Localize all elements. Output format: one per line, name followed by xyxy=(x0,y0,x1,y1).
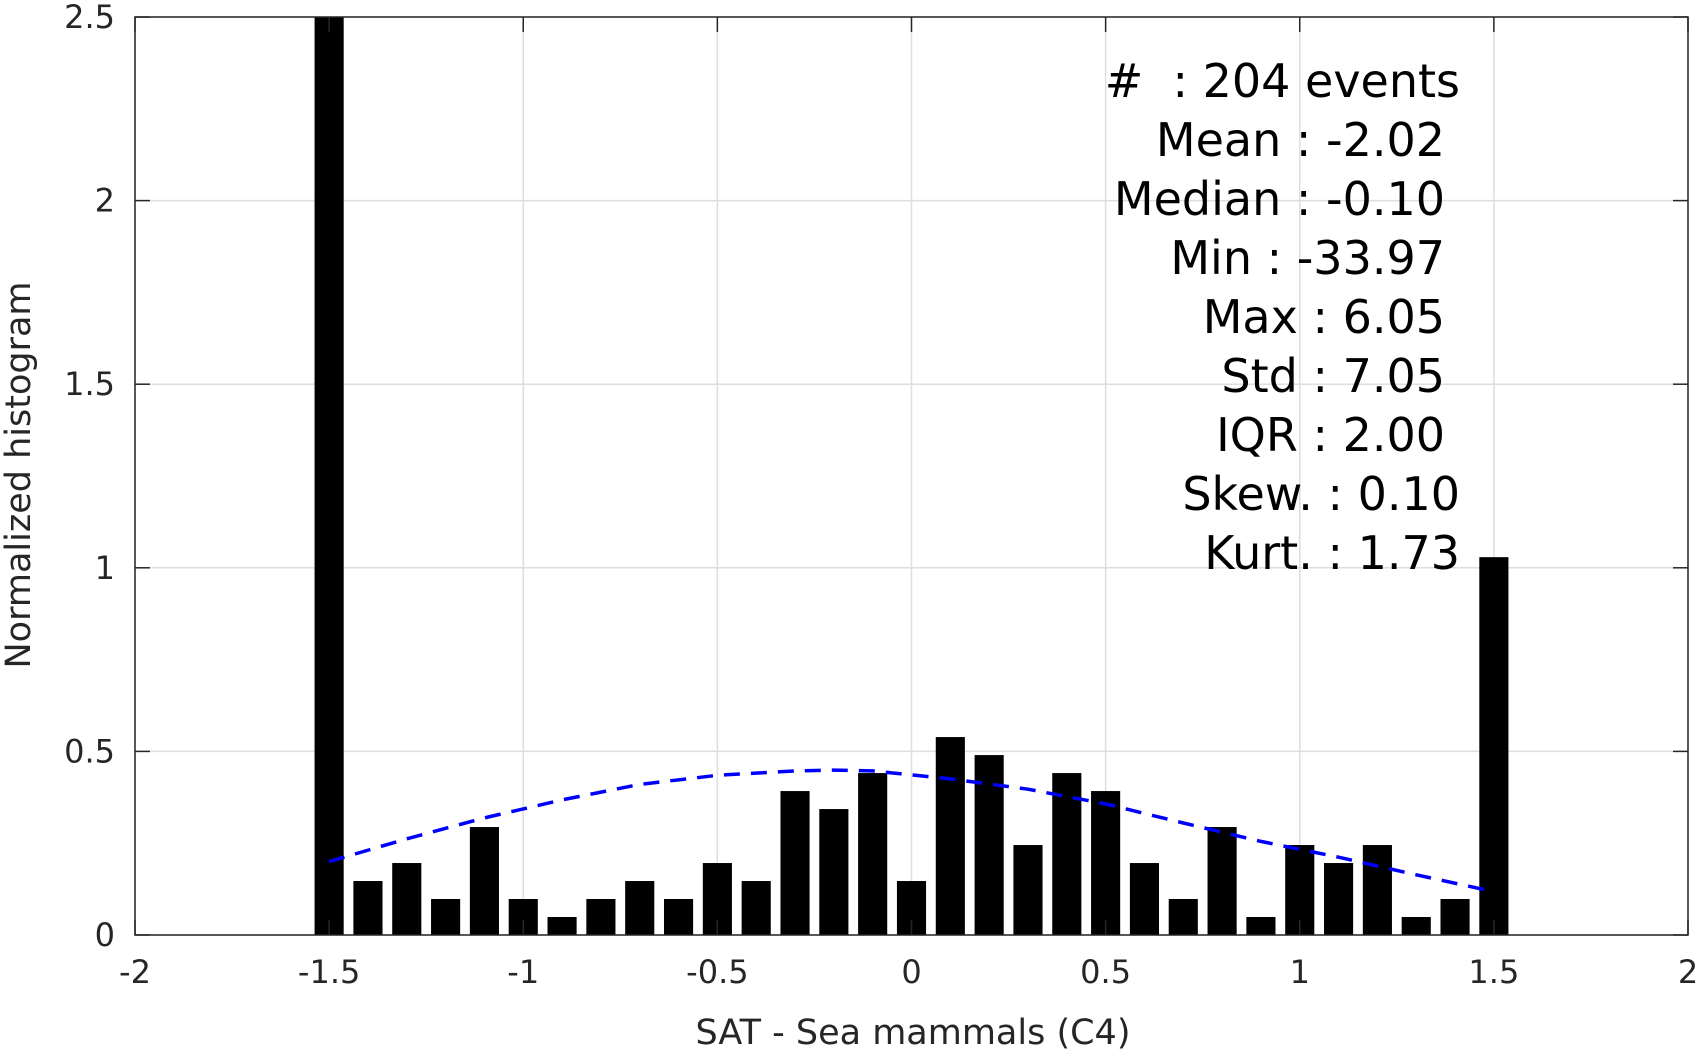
y-axis-label: Normalized histogram xyxy=(0,281,39,668)
histogram-bars xyxy=(314,17,1509,935)
stat-iqr: IQR : 2.00 xyxy=(1216,408,1445,462)
x-tick-label: 1 xyxy=(1290,953,1310,991)
histogram-bar xyxy=(1362,845,1392,935)
histogram-bar xyxy=(625,881,655,935)
histogram-bar xyxy=(1091,791,1121,935)
histogram-bar xyxy=(1246,917,1276,935)
stat-skew: Skew. : 0.10 xyxy=(1182,467,1460,521)
histogram-bar xyxy=(469,827,499,935)
histogram-bar xyxy=(1324,863,1354,935)
normal-fit-curve xyxy=(328,768,1495,894)
x-axis-ticks: -2 -1.5 -1 -0.5 0 0.5 1 1.5 2 xyxy=(119,17,1698,991)
histogram-bar xyxy=(1479,557,1509,935)
histogram-bar xyxy=(780,791,810,935)
stat-events: # : 204 events xyxy=(1104,54,1460,108)
stat-mean: Mean : -2.02 xyxy=(1155,113,1445,167)
x-tick-label: 0 xyxy=(901,953,921,991)
y-tick-label: 2 xyxy=(95,182,115,220)
x-axis-label: SAT - Sea mammals (C4) xyxy=(696,1013,1131,1053)
stat-min: Min : -33.97 xyxy=(1170,231,1445,285)
histogram-bar xyxy=(1207,827,1237,935)
y-tick-label: 1 xyxy=(95,549,115,587)
stat-std: Std : 7.05 xyxy=(1221,349,1445,403)
histogram-bar xyxy=(1440,899,1470,935)
histogram-bar xyxy=(353,881,383,935)
x-tick-label: -1.5 xyxy=(298,953,360,991)
histogram-bar xyxy=(663,899,694,935)
histogram-bar xyxy=(819,809,849,935)
y-tick-label: 0.5 xyxy=(64,732,115,770)
y-axis-ticks: 0 0.5 1 1.5 2 2.5 xyxy=(64,0,1688,954)
x-tick-label: -2 xyxy=(119,953,151,991)
y-tick-label: 1.5 xyxy=(64,365,115,403)
x-tick-label: 2 xyxy=(1678,953,1698,991)
histogram-bar xyxy=(586,899,616,935)
stat-median: Median : -0.10 xyxy=(1113,172,1445,226)
y-tick-label: 0 xyxy=(95,916,115,954)
histogram-bar xyxy=(935,737,965,935)
histogram-bar xyxy=(314,17,344,935)
histogram-bar xyxy=(1129,863,1160,935)
x-tick-label: -1 xyxy=(507,953,539,991)
histogram-bar xyxy=(1401,917,1431,935)
x-tick-label: 0.5 xyxy=(1080,953,1131,991)
stat-kurt: Kurt. : 1.73 xyxy=(1204,526,1460,580)
y-tick-label: 2.5 xyxy=(64,0,115,36)
x-tick-label: -0.5 xyxy=(686,953,748,991)
histogram-bar xyxy=(741,881,771,935)
histogram-bar xyxy=(547,917,577,935)
histogram-bar xyxy=(1168,899,1198,935)
histogram-bar xyxy=(431,899,461,935)
histogram-bar xyxy=(1013,845,1043,935)
x-tick-label: 1.5 xyxy=(1468,953,1519,991)
histogram-bar xyxy=(392,863,422,935)
histogram-bar xyxy=(858,773,888,935)
stat-max: Max : 6.05 xyxy=(1202,290,1445,344)
